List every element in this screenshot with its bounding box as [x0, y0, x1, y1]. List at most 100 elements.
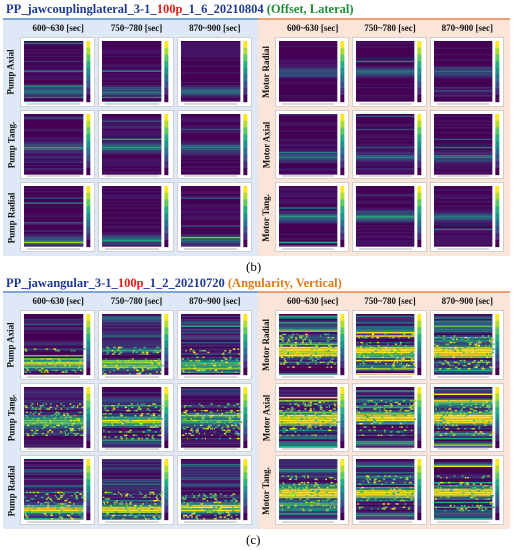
- spectrogram-panel: [352, 109, 427, 180]
- column-header: 600~630 [sec]: [286, 23, 339, 33]
- spectrogram-panel: [429, 37, 504, 107]
- row-label: Motor Axial: [261, 394, 272, 442]
- spectrogram-plot: [279, 113, 345, 175]
- column-header: 750~780 [sec]: [364, 296, 416, 306]
- x-axis-caption: [436, 520, 489, 523]
- x-axis-caption: [436, 448, 489, 451]
- spectrogram-plot: [24, 186, 91, 248]
- spectrogram-plot: [102, 113, 169, 175]
- spectrogram-plot: [24, 113, 91, 175]
- row-label: Motor Tang.: [261, 466, 271, 515]
- spectrogram-panel: [20, 182, 96, 252]
- x-axis-caption: [27, 375, 81, 378]
- figure-b-group-2: 600~630 [sec] 750~780 [sec] 870~900 [sec] M…: [258, 18, 510, 256]
- spectrogram-panel: [20, 382, 96, 453]
- spectrogram-panel: [176, 310, 252, 380]
- row-label: Motor Radial: [261, 319, 271, 372]
- spectrogram-panel: [98, 455, 174, 525]
- spectrogram-panel: [20, 109, 96, 180]
- x-axis-caption: [359, 175, 412, 178]
- x-axis-caption: [105, 175, 159, 178]
- spectrogram-panel: [98, 37, 174, 107]
- column-header: 750~780 [sec]: [110, 296, 163, 306]
- x-axis-caption: [359, 448, 412, 451]
- spectrogram-plot: [356, 314, 422, 376]
- spectrogram-panel: [429, 182, 504, 252]
- spectrogram-plot: [433, 41, 499, 103]
- x-axis-caption: [282, 102, 335, 105]
- figure-c-title-part: 100p: [117, 276, 144, 290]
- spectrogram-plot: [356, 41, 422, 103]
- column-header: 750~780 [sec]: [110, 23, 163, 33]
- figure-b-title-part: 100p: [156, 2, 183, 16]
- spectrogram-panel: [429, 382, 504, 453]
- column-header: 600~630 [sec]: [286, 296, 339, 306]
- row-label: Pump Tang.: [6, 394, 16, 442]
- x-axis-caption: [105, 520, 159, 523]
- spectrogram-plot: [433, 113, 499, 175]
- spectrogram-plot: [356, 113, 422, 175]
- spectrogram-panel: [275, 382, 350, 453]
- spectrogram-plot: [180, 113, 247, 175]
- x-axis-caption: [359, 102, 412, 105]
- spectrogram-plot: [433, 459, 499, 521]
- x-axis-caption: [183, 247, 237, 250]
- spectrogram-panel: [176, 37, 252, 107]
- row-label: Pump Axial: [6, 49, 17, 95]
- spectrogram-plot: [102, 386, 169, 448]
- x-axis-caption: [27, 102, 81, 105]
- figure-b-title: PP_jawcouplinglateral_3-1_100p_1_6_20210…: [6, 2, 354, 17]
- x-axis-caption: [282, 247, 335, 250]
- spectrogram-panel: [20, 310, 96, 380]
- x-axis-caption: [436, 247, 489, 250]
- spectrogram-plot: [356, 459, 422, 521]
- spectrogram-plot: [279, 41, 345, 103]
- spectrogram-panel: [176, 182, 252, 252]
- row-label: Motor Radial: [261, 46, 271, 99]
- figure-b-group-1: 600~630 [sec] 750~780 [sec] 870~900 [sec] P…: [3, 18, 258, 256]
- spectrogram-panel: [98, 109, 174, 180]
- spectrogram-plot: [356, 186, 422, 248]
- spectrogram-panel: [98, 382, 174, 453]
- column-header: 750~780 [sec]: [364, 23, 416, 33]
- spectrogram-plot: [180, 314, 247, 376]
- figure-b-title-part: (Offset, Lateral): [266, 2, 354, 16]
- x-axis-caption: [436, 102, 489, 105]
- spectrogram-plot: [180, 186, 247, 248]
- spectrogram-plot: [279, 386, 345, 448]
- spectrogram-panel: [275, 310, 350, 380]
- spectrogram-panel: [176, 382, 252, 453]
- spectrogram-panel: [275, 455, 350, 525]
- spectrogram-panel: [352, 182, 427, 252]
- x-axis-caption: [27, 247, 81, 250]
- spectrogram-plot: [180, 41, 247, 103]
- figure-b-title-part: PP_jawcouplinglateral_3-1_: [6, 2, 157, 16]
- x-axis-caption: [27, 175, 81, 178]
- x-axis-caption: [436, 175, 489, 178]
- spectrogram-plot: [102, 314, 169, 376]
- row-label: Pump Tang.: [6, 121, 16, 169]
- spectrogram-panel: [275, 109, 350, 180]
- spectrogram-plot: [433, 186, 499, 248]
- spectrogram-plot: [279, 459, 345, 521]
- spectrogram-panel: [20, 455, 96, 525]
- figure-c-title: PP_jawangular_3-1_100p_1_2_20210720 (Ang…: [6, 276, 342, 291]
- spectrogram-plot: [102, 459, 169, 521]
- x-axis-caption: [359, 375, 412, 378]
- spectrogram-plot: [180, 386, 247, 448]
- x-axis-caption: [105, 448, 159, 451]
- x-axis-caption: [27, 520, 81, 523]
- x-axis-caption: [105, 247, 159, 250]
- spectrogram-plot: [356, 386, 422, 448]
- x-axis-caption: [105, 375, 159, 378]
- spectrogram-panel: [352, 382, 427, 453]
- column-header: 870~900 [sec]: [189, 23, 241, 33]
- x-axis-caption: [282, 520, 335, 523]
- spectrogram-plot: [24, 314, 91, 376]
- row-label: Pump Radial: [6, 465, 17, 517]
- row-label: Motor Axial: [261, 121, 272, 169]
- x-axis-caption: [359, 247, 412, 250]
- spectrogram-plot: [433, 314, 499, 376]
- figure-b-label: (b): [246, 259, 262, 274]
- column-header: 870~900 [sec]: [441, 296, 494, 306]
